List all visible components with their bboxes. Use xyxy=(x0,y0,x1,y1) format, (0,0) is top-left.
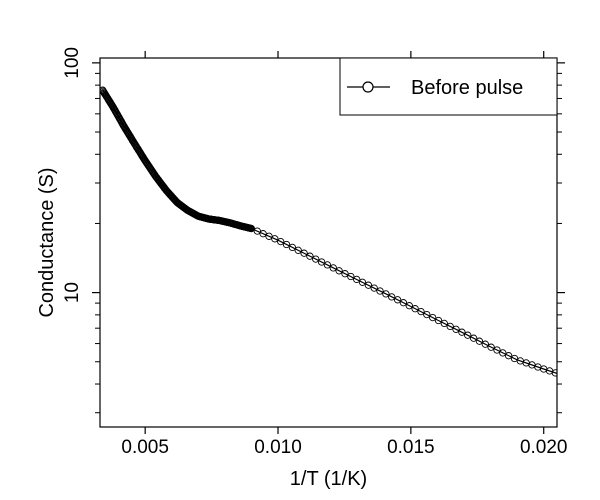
data-point xyxy=(458,328,466,336)
data-point xyxy=(481,340,489,348)
data-point xyxy=(393,296,402,304)
data-point xyxy=(499,349,507,357)
data-group xyxy=(100,86,557,377)
data-point xyxy=(551,369,557,377)
data-point xyxy=(446,322,454,331)
data-point xyxy=(370,284,378,292)
data-point xyxy=(341,270,349,278)
data-point xyxy=(323,261,332,269)
data-point xyxy=(388,293,396,301)
data-point xyxy=(364,281,373,289)
data-point xyxy=(294,246,302,254)
x-tick-label: 0.010 xyxy=(254,437,302,458)
data-point xyxy=(504,352,513,360)
data-point xyxy=(312,255,320,263)
y-axis-label: Conductance (S) xyxy=(36,167,58,317)
data-point xyxy=(317,258,326,266)
data-point xyxy=(399,299,408,307)
data-point xyxy=(405,302,413,310)
data-point xyxy=(417,307,425,316)
data-point xyxy=(329,264,337,272)
legend-label: Before pulse xyxy=(411,77,523,99)
data-point xyxy=(335,267,343,275)
legend: Before pulse xyxy=(339,57,558,116)
data-point xyxy=(429,313,437,322)
y-tick-label: 100 xyxy=(62,47,83,79)
data-point xyxy=(376,287,384,295)
data-point xyxy=(440,319,448,328)
data-point xyxy=(306,252,314,260)
data-point xyxy=(411,305,419,313)
x-tick-label: 0.020 xyxy=(520,437,568,458)
series-line xyxy=(102,89,557,374)
legend-marker-circle xyxy=(362,81,374,93)
data-point xyxy=(382,290,390,298)
data-point xyxy=(487,343,495,351)
data-point xyxy=(253,227,261,235)
data-point xyxy=(469,334,478,342)
data-point xyxy=(271,235,279,243)
x-tick-label: 0.005 xyxy=(121,437,169,458)
data-point xyxy=(434,316,443,325)
data-point xyxy=(347,272,355,281)
data-point xyxy=(247,224,256,233)
y-tick-label: 10 xyxy=(62,282,83,303)
plot-area xyxy=(100,86,557,377)
data-point xyxy=(353,275,361,284)
data-point xyxy=(475,337,484,345)
axes: 0.005 0.010 0.015 0.020 10 100 xyxy=(62,47,567,458)
data-point xyxy=(358,278,367,286)
data-point xyxy=(282,240,291,249)
data-point xyxy=(259,230,267,238)
data-point xyxy=(423,310,431,319)
data-point xyxy=(288,243,297,252)
x-tick-label: 0.015 xyxy=(387,437,435,458)
data-point xyxy=(300,249,308,257)
data-point xyxy=(493,346,501,354)
data-point xyxy=(277,237,285,246)
data-point xyxy=(464,331,472,339)
data-point xyxy=(452,325,460,333)
x-axis-label: 1/T (1/K) xyxy=(290,468,367,490)
plot-frame xyxy=(99,57,558,428)
